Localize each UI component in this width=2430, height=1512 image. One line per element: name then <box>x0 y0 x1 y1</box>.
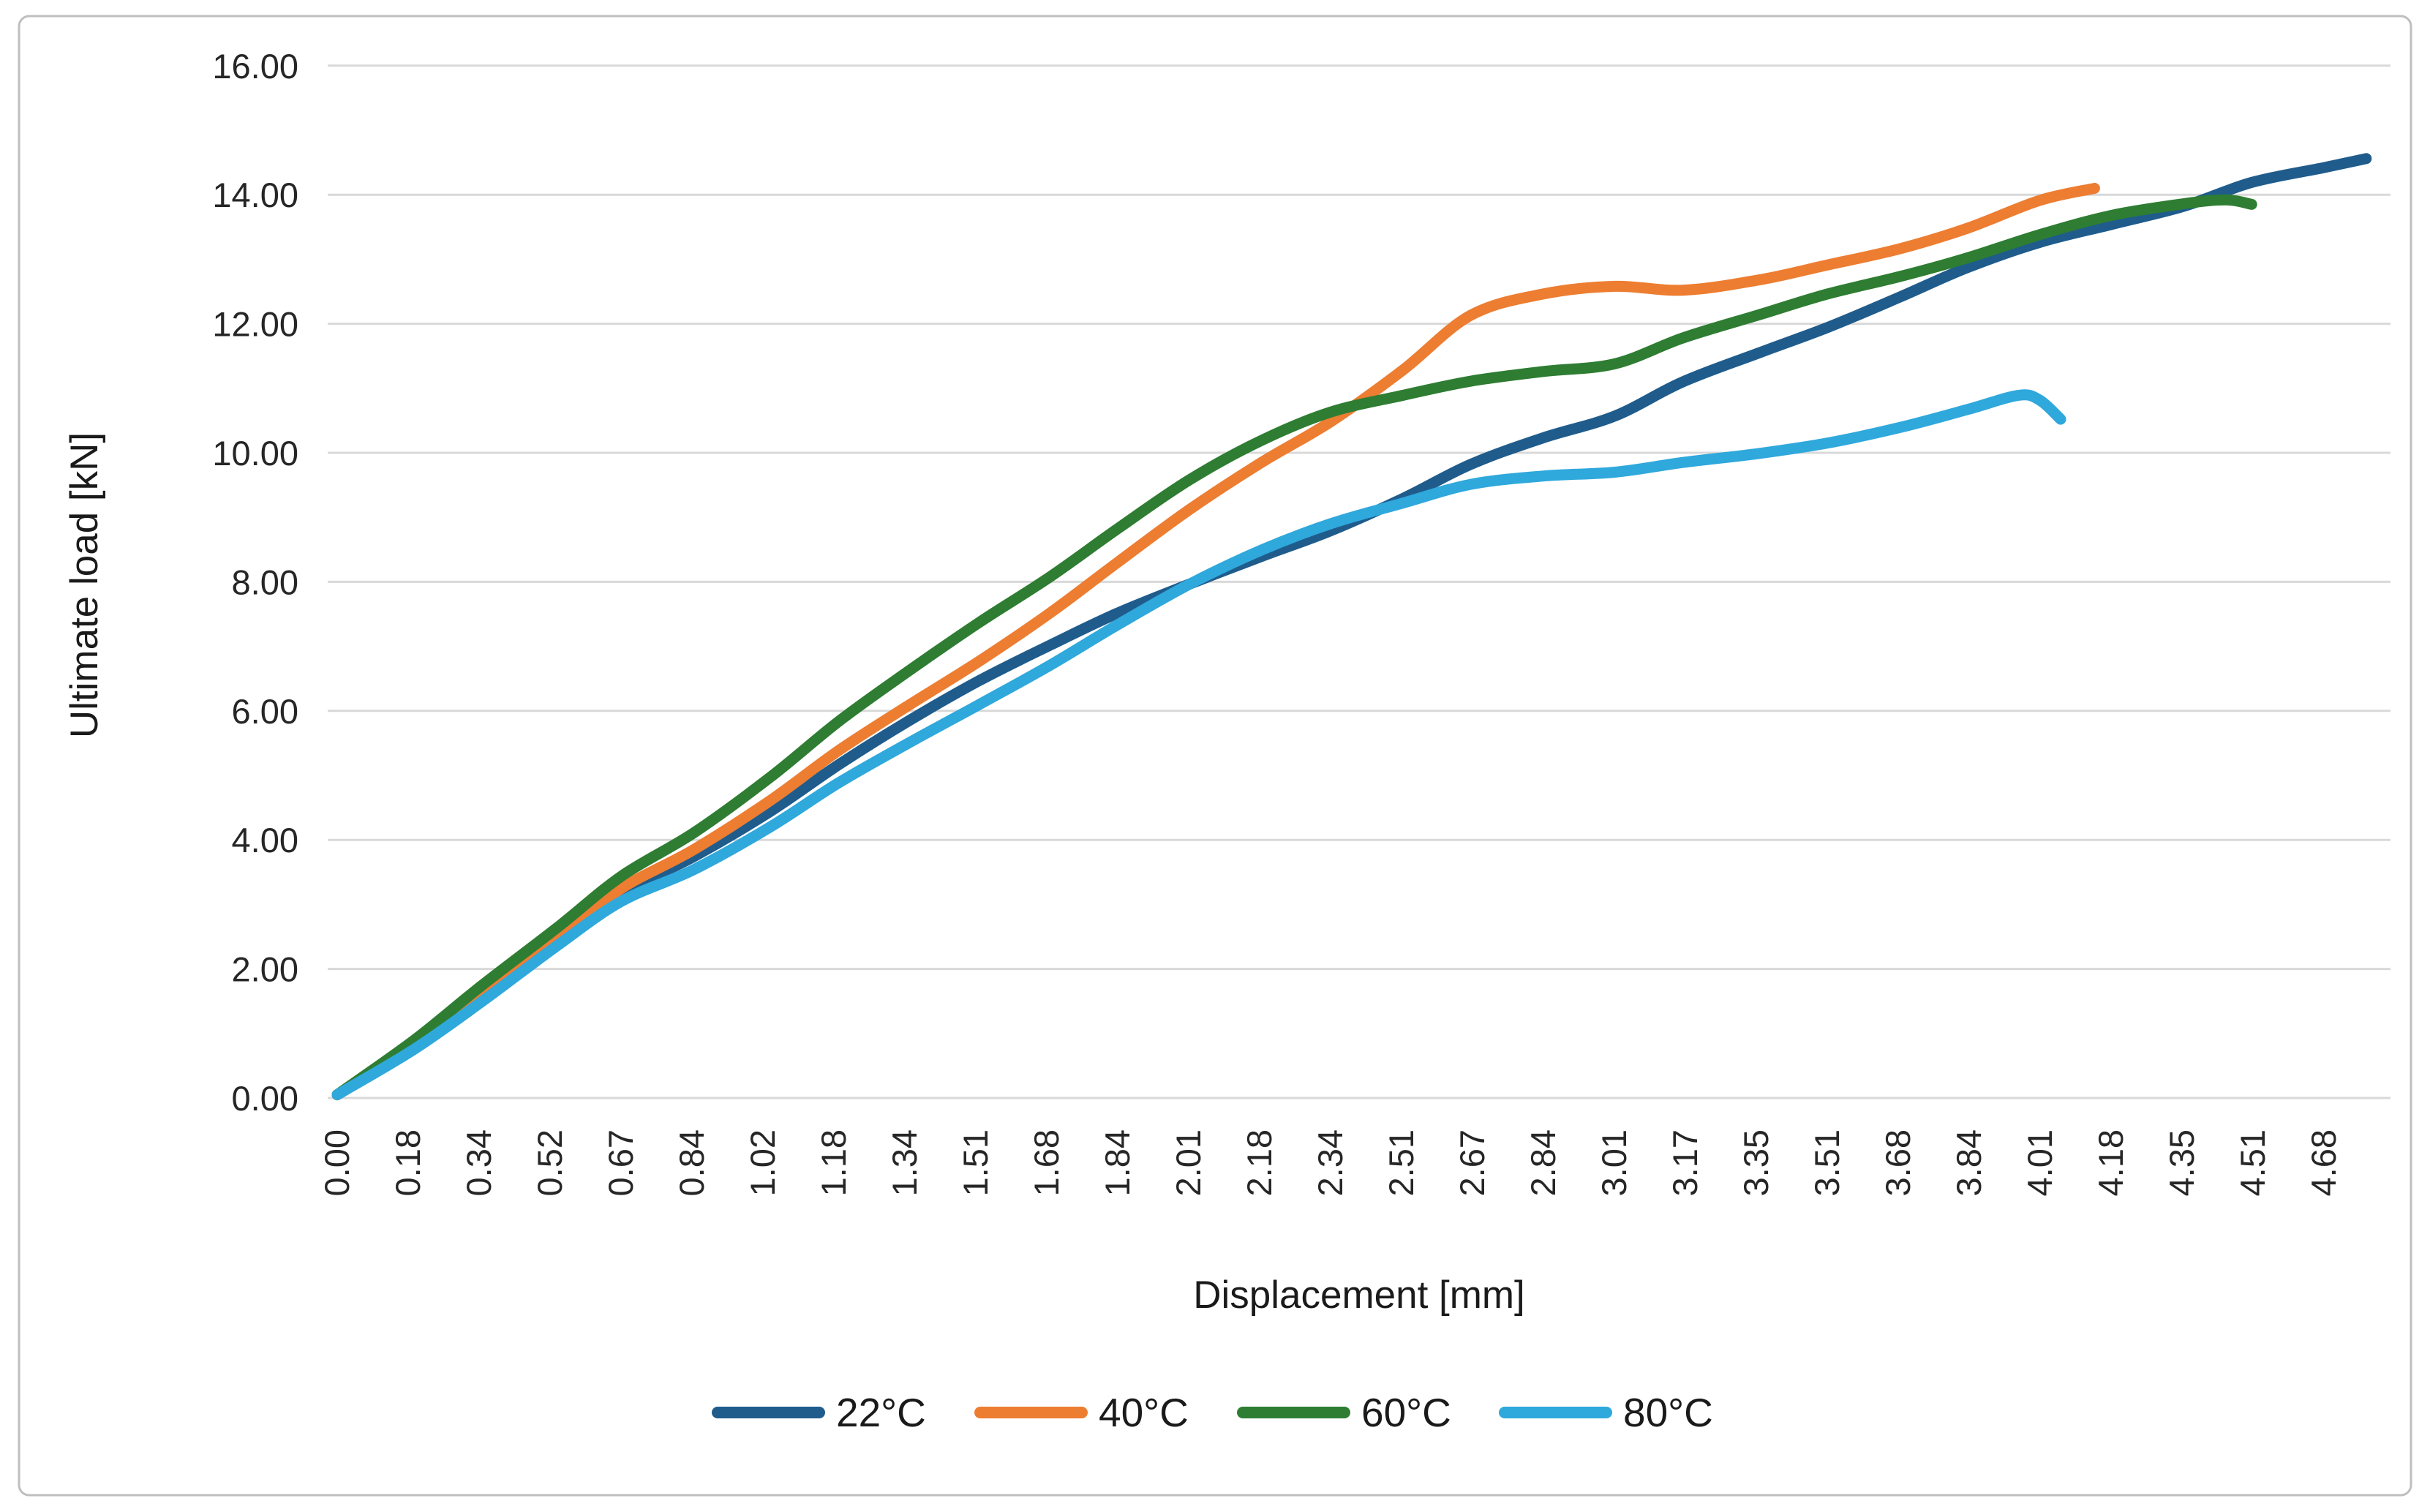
x-tick-label: 1.02 <box>743 1129 782 1196</box>
y-tick-label: 6.00 <box>232 692 298 731</box>
y-axis-title: Ultimate load [kN] <box>63 432 106 738</box>
x-tick-label: 2.84 <box>1524 1129 1562 1196</box>
x-tick-label: 3.01 <box>1595 1129 1633 1196</box>
x-tick-label: 3.51 <box>1808 1129 1846 1196</box>
y-tick-label: 16.00 <box>212 47 298 86</box>
x-tick-label: 2.51 <box>1382 1129 1421 1196</box>
y-tick-label: 2.00 <box>232 950 298 989</box>
x-axis-title: Displacement [mm] <box>1193 1274 1525 1317</box>
x-tick-label: 3.35 <box>1737 1129 1775 1196</box>
legend-label: 40°C <box>1099 1390 1189 1435</box>
legend-label: 22°C <box>836 1390 926 1435</box>
x-tick-label: 2.34 <box>1311 1129 1350 1196</box>
x-tick-label: 1.51 <box>956 1129 995 1196</box>
y-tick-label: 8.00 <box>232 563 298 601</box>
legend-label: 60°C <box>1361 1390 1451 1435</box>
x-tick-label: 2.67 <box>1453 1129 1492 1196</box>
x-tick-label: 0.84 <box>672 1129 711 1196</box>
y-tick-label: 10.00 <box>212 434 298 473</box>
x-tick-label: 0.00 <box>317 1129 356 1196</box>
series-line-40c <box>331 182 2100 1101</box>
chart-border <box>18 15 2412 1497</box>
x-tick-label: 4.68 <box>2304 1129 2343 1196</box>
x-tick-label: 1.34 <box>885 1129 924 1196</box>
x-tick-label: 1.68 <box>1027 1129 1066 1196</box>
x-tick-label: 4.51 <box>2233 1129 2272 1196</box>
y-tick-label: 14.00 <box>212 176 298 214</box>
x-tick-label: 3.17 <box>1666 1129 1704 1196</box>
x-tick-label: 4.18 <box>2091 1129 2130 1196</box>
x-tick-label: 3.84 <box>1949 1129 1988 1196</box>
y-tick-label: 12.00 <box>212 305 298 344</box>
x-tick-label: 4.01 <box>2020 1129 2059 1196</box>
x-tick-label: 0.52 <box>530 1129 569 1196</box>
x-tick-label: 2.01 <box>1169 1129 1208 1196</box>
series-line-60c <box>331 194 2257 1101</box>
legend-label: 80°C <box>1623 1390 1713 1435</box>
y-tick-label: 0.00 <box>232 1079 298 1118</box>
y-tick-label: 4.00 <box>232 821 298 860</box>
x-tick-label: 0.34 <box>459 1129 498 1196</box>
x-tick-label: 2.18 <box>1240 1129 1279 1196</box>
x-tick-label: 3.68 <box>1878 1129 1917 1196</box>
x-tick-label: 1.84 <box>1098 1129 1137 1196</box>
x-tick-label: 1.18 <box>814 1129 853 1196</box>
series-line-80c <box>331 389 2066 1101</box>
x-tick-label: 0.18 <box>388 1129 427 1196</box>
x-tick-label: 0.67 <box>601 1129 640 1196</box>
x-tick-label: 4.35 <box>2162 1129 2201 1196</box>
